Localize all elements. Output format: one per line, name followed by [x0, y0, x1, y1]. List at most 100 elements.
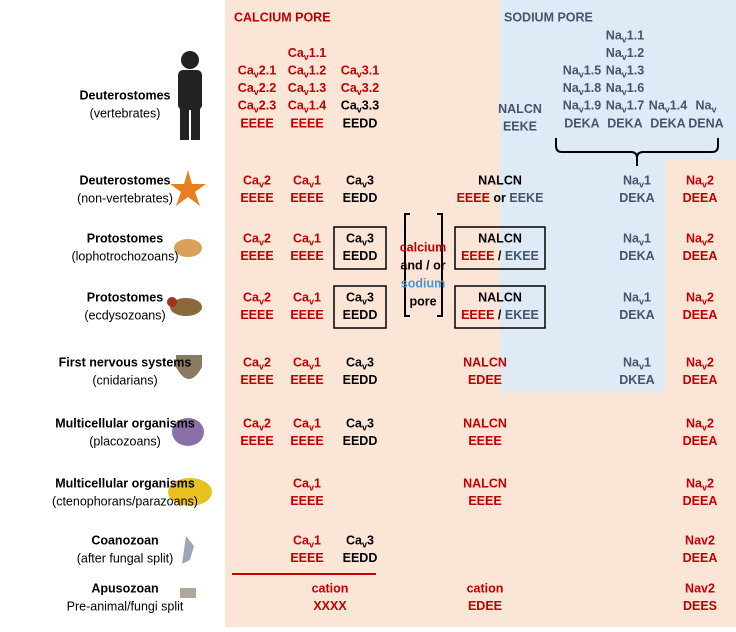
box [454, 285, 546, 329]
cell-text: Cav2.1 [238, 64, 276, 80]
cell-text: EEDD [343, 434, 378, 448]
group-subtitle: (ctenophorans/parazoans) [52, 494, 198, 508]
cell-text: Cav3.1 [341, 64, 379, 80]
cell-text: NALCN [463, 477, 507, 491]
box [454, 226, 546, 270]
group-name: Deuterostomes [80, 173, 171, 187]
cell-text: Cav3 [346, 174, 374, 190]
cell-text: Cav3 [346, 534, 374, 550]
group-subtitle: (cnidarians) [92, 373, 157, 387]
cell-text: Nav1.4 [649, 99, 687, 115]
cell-text: EEEE [240, 249, 273, 263]
middle-label: pore [409, 294, 436, 308]
cell-text: EEEE [240, 116, 273, 130]
group-name: Protostomes [87, 231, 163, 245]
cell-text: EEEE [468, 494, 501, 508]
cell-text: Cav1 [293, 232, 321, 248]
cell-text: Cav1 [293, 417, 321, 433]
cell-text: NALCN [463, 356, 507, 370]
cell-text: DEEA [683, 551, 718, 565]
cell-text: DEEA [683, 373, 718, 387]
cell-text: Nav1.1 [606, 29, 644, 45]
sodium-region [500, 160, 665, 392]
cell-text: Nav2 [686, 232, 714, 248]
cell-text: EEEE [290, 551, 323, 565]
cell-text: Nav1.2 [606, 46, 644, 62]
cell-text: EEDD [343, 308, 378, 322]
cell-text: Nav1.8 [563, 81, 601, 97]
cell-text: EEDD [343, 373, 378, 387]
cell-text: DEEA [683, 191, 718, 205]
cell-text: EEEE [290, 373, 323, 387]
cell-text: NALCN [478, 232, 522, 246]
cell-text: EEDD [343, 191, 378, 205]
cell-segment: EEEE [457, 191, 490, 205]
cell-text: cation [467, 582, 504, 596]
cell-text: EEEE [290, 308, 323, 322]
cell-text: Cav3.2 [341, 81, 379, 97]
cell-text: EEEE [290, 434, 323, 448]
cell-text: Nav2 [685, 582, 715, 596]
middle-label: and / or [400, 258, 445, 272]
cell-text: Nav1 [623, 356, 651, 372]
middle-label: calcium [400, 240, 447, 254]
cell-text: Cav3 [346, 417, 374, 433]
cell-text: Nav1 [623, 232, 651, 248]
cell-text: EEDD [343, 249, 378, 263]
cell-text: Cav2 [243, 356, 271, 372]
cell-text: EEEE [290, 494, 323, 508]
cell-text: EDEE [468, 599, 502, 613]
cell-text: DEKA [619, 308, 654, 322]
group-subtitle: (vertebrates) [90, 106, 161, 120]
cell-text: EEEE or EEKE [457, 191, 544, 205]
cell-text: DKEA [619, 373, 654, 387]
cell-text: DEEA [683, 308, 718, 322]
cell-text: EEKE [503, 119, 537, 133]
cell-text: DEEA [683, 434, 718, 448]
cell-segment: or [490, 191, 509, 205]
cell-text: EDEE [468, 373, 502, 387]
cell-text: Nav2 [686, 477, 714, 493]
cell-text: EEEE [290, 116, 323, 130]
cell-text: cation [312, 582, 349, 596]
cell-segment: / [494, 249, 504, 263]
cell-text: Cav1 [293, 174, 321, 190]
bracket [404, 213, 443, 317]
group-name: Protostomes [87, 290, 163, 304]
cell-text: Cav2 [243, 291, 271, 307]
cell-text: Cav3.3 [341, 99, 379, 115]
cell-text: Cav1.1 [288, 46, 326, 62]
cell-text: Nav1 [623, 174, 651, 190]
group-name: Multicellular organisms [55, 416, 195, 430]
group-subtitle: (lophotrochozoans) [71, 249, 178, 263]
cell-text: Cav3 [346, 356, 374, 372]
cell-text: DEKA [619, 249, 654, 263]
cell-segment: EEKE [509, 191, 543, 205]
cell-text: EEDD [343, 116, 378, 130]
brace [555, 138, 719, 166]
cell-text: Cav2 [243, 417, 271, 433]
cell-text: Cav3 [346, 291, 374, 307]
cell-text: Nav [696, 99, 717, 115]
group-subtitle: (ecdysozoans) [84, 308, 165, 322]
cell-text: EEEE [290, 249, 323, 263]
cell-text: XXXX [313, 599, 347, 613]
cell-text: Cav2.2 [238, 81, 276, 97]
cell-segment: EEEE [461, 308, 494, 322]
cell-text: DEKA [619, 191, 654, 205]
cell-text: EEEE [240, 373, 273, 387]
cell-text: DEKA [564, 116, 599, 130]
cell-text: Nav1.6 [606, 81, 644, 97]
cell-text: Nav2 [686, 174, 714, 190]
cell-text: Cav1 [293, 291, 321, 307]
cell-text: Cav1.4 [288, 99, 326, 115]
header: SODIUM PORE [504, 10, 593, 24]
cell-text: NALCN [478, 174, 522, 188]
cell-text: EEDD [343, 551, 378, 565]
cell-text: Nav1.9 [563, 99, 601, 115]
cell-text: NALCN [498, 102, 542, 116]
box [333, 285, 387, 329]
cell-text: Cav1 [293, 534, 321, 550]
group-name: Deuterostomes [80, 88, 171, 102]
cell-text: Nav2 [685, 534, 715, 548]
